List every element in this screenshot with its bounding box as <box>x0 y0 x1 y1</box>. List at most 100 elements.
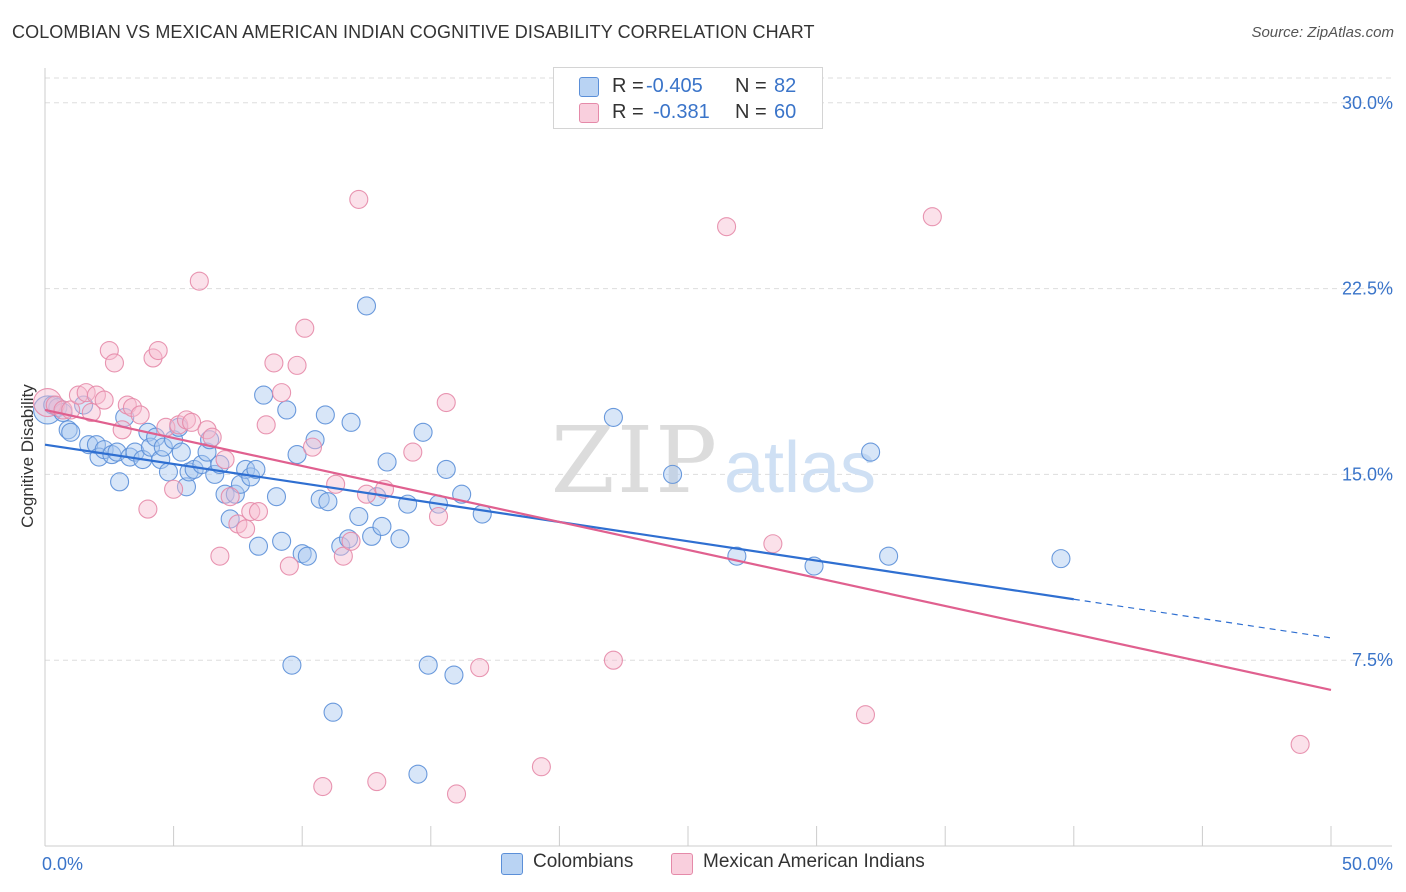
legend-label: Mexican American Indians <box>703 851 925 872</box>
mexican-american-indian-point <box>130 405 150 425</box>
colombian-point <box>158 462 179 482</box>
colombian-point <box>277 400 297 420</box>
mexican-american-indian-point <box>341 531 361 551</box>
colombian-point <box>879 546 899 566</box>
mexican-american-indian-point <box>236 519 256 539</box>
mexican-american-indian-point <box>122 397 142 418</box>
mexican-american-indian-point <box>313 776 333 797</box>
mexican-american-indian-point <box>287 355 307 375</box>
y-tick-label: 15.0% <box>1342 464 1393 484</box>
y-tick-label: 30.0% <box>1342 93 1393 113</box>
mexican-american-indian-point <box>215 449 235 470</box>
mexican-american-indian-point <box>279 556 299 576</box>
mexican-american-indian-point <box>256 415 276 435</box>
colombian-point <box>248 536 269 556</box>
colombian-point <box>338 529 359 549</box>
colombian-point <box>408 764 428 784</box>
watermark-zip: ZIP <box>551 407 719 514</box>
legend-label: Colombians <box>533 851 634 872</box>
mexican-american-indian-point <box>94 390 114 410</box>
colombian-trend-extension <box>1073 598 1332 639</box>
colombian-point <box>61 422 81 442</box>
mexican-american-indian-point <box>202 427 222 447</box>
mexican-american-indian-point <box>333 546 353 566</box>
mexican-american-indian-point <box>855 705 876 725</box>
mexican-american-indian-point <box>99 340 119 361</box>
colombian-point <box>74 395 94 415</box>
mexican-american-indian-point <box>81 402 101 423</box>
mexican-american-indian-point <box>104 353 124 373</box>
colombian-point <box>1051 549 1071 569</box>
colombian-point <box>444 665 464 685</box>
mexican-american-indian-point <box>138 499 158 519</box>
blue-swatch-icon <box>501 853 523 875</box>
colombian-point <box>356 296 377 316</box>
colombian-point <box>390 529 410 549</box>
colombian-point <box>225 484 245 504</box>
legend-n-value: 60 <box>774 101 797 123</box>
colombian-point <box>362 526 382 546</box>
x-tick-label: 0.0% <box>42 854 83 874</box>
mexican-american-indian-point <box>428 506 449 527</box>
x-tick-label: 50.0% <box>1342 854 1393 874</box>
colombian-point <box>58 420 78 440</box>
mexican-american-indian-point <box>210 546 230 566</box>
y-tick-label: 7.5% <box>1352 650 1393 670</box>
colombian-point <box>341 412 361 432</box>
colombian-point <box>305 430 325 450</box>
colombian-point <box>79 435 99 455</box>
mexican-american-indian-point <box>220 487 240 507</box>
colombian-point <box>266 487 287 507</box>
mexican-american-indian-point <box>326 474 346 494</box>
colombian-point <box>230 474 251 494</box>
colombian-point <box>472 504 492 524</box>
legend-row-colombians: R = -0.405 N = 82 <box>554 74 822 100</box>
legend-n-value: 82 <box>774 75 797 97</box>
blue-swatch-icon <box>579 77 599 97</box>
colombian-point <box>323 702 343 722</box>
y-axis-label: Cognitive Disability <box>18 384 37 528</box>
legend-r-value: -0.381 <box>653 101 710 123</box>
colombian-point <box>254 385 274 405</box>
colombian-point <box>663 464 683 484</box>
pink-swatch-icon <box>579 103 599 123</box>
mexican-american-indian-point <box>164 479 184 499</box>
mexican-american-indian-point <box>603 650 623 670</box>
y-tick-label: 22.5% <box>1342 279 1393 299</box>
legend-n-label: N = <box>735 101 767 123</box>
colombian-point <box>292 544 312 564</box>
mexican-american-indian-point <box>531 757 551 777</box>
axis-layer <box>44 68 1392 847</box>
mexican-american-indian-point <box>117 395 137 415</box>
mexican-american-indian-point <box>272 383 292 403</box>
mexican-american-indian-trend-line <box>44 408 1332 691</box>
colombian-point <box>197 442 217 462</box>
mexican-american-indian-point <box>436 392 456 413</box>
colombian-point <box>413 422 433 442</box>
legend-r-value: -0.405 <box>646 75 703 97</box>
mexican-american-indian-point <box>112 420 132 440</box>
colombian-point <box>377 452 397 472</box>
mexican-american-indian-point <box>189 271 209 291</box>
colombian-point <box>153 437 173 457</box>
mexican-american-indian-point <box>470 658 490 678</box>
colombian-point <box>297 546 317 566</box>
colombian-point <box>315 405 335 425</box>
points-layer <box>33 189 1310 804</box>
legend-row-mexican-american-indians: R = -0.381 N = 60 <box>554 100 822 126</box>
mexican-american-indian-point <box>176 410 197 430</box>
colombian-point <box>171 442 191 462</box>
colombian-point <box>318 492 338 512</box>
mexican-american-indian-point <box>349 189 369 209</box>
colombian-point <box>310 489 330 509</box>
chart-title: COLOMBIAN VS MEXICAN AMERICAN INDIAN COG… <box>12 22 815 42</box>
trend-layer <box>44 408 1332 691</box>
mexican-american-indian-point <box>403 442 423 462</box>
mexican-american-indian-point <box>717 217 737 237</box>
mexican-american-indian-point <box>264 353 284 373</box>
colombian-point <box>110 472 130 492</box>
colombian-point <box>418 655 438 675</box>
correlation-legend: R = -0.405 N = 82 R = -0.381 N = 60 <box>553 67 823 129</box>
colombian-point <box>861 442 881 462</box>
